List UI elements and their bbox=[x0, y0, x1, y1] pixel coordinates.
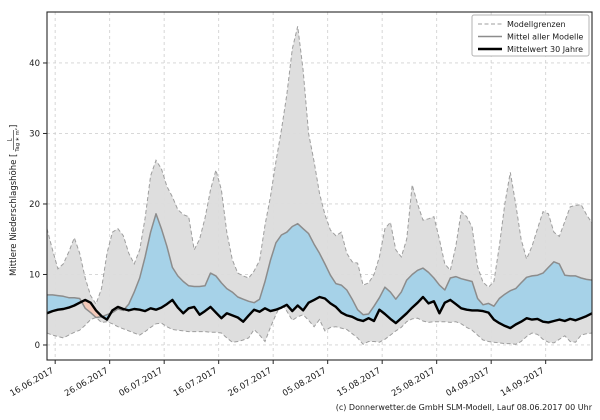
y-tick-label: 30 bbox=[29, 129, 40, 139]
y-axis-label: Mittlere Niederschlagshöhe [ L Tag ∗ m²] bbox=[7, 125, 22, 276]
x-tick-label: 26.07.2017 bbox=[227, 366, 274, 399]
legend: Modellgrenzen Mittel aller Modelle Mittelw… bbox=[471, 14, 590, 57]
wetter-than-normal-fill bbox=[47, 294, 82, 314]
legend-label: Mittelwert 30 Jahre bbox=[507, 45, 583, 54]
y-axis-label-text: Mittlere Niederschlagshöhe [ bbox=[9, 154, 19, 276]
y-tick-label: 20 bbox=[29, 200, 40, 210]
x-tick-label: 15.08.2017 bbox=[336, 366, 383, 399]
y-tick-label: 0 bbox=[35, 341, 40, 351]
y-axis-label-bracket: ] bbox=[9, 125, 19, 128]
model-range-band bbox=[46, 26, 593, 345]
x-tick-label: 06.07.2017 bbox=[118, 366, 165, 399]
legend-label: Mittel aller Modelle bbox=[507, 32, 583, 41]
y-tick-label: 40 bbox=[29, 59, 40, 69]
x-tick-label: 14.09.2017 bbox=[499, 366, 546, 399]
x-tick-label: 26.06.2017 bbox=[63, 366, 110, 399]
legend-box bbox=[471, 14, 590, 57]
plot-border bbox=[46, 11, 593, 361]
x-tick-label: 04.09.2017 bbox=[445, 366, 492, 399]
x-tick-label: 16.06.2017 bbox=[9, 366, 56, 399]
copyright-credit: (c) Donnerwetter.de GmbH SLM-Modell, Lau… bbox=[335, 403, 592, 412]
y-axis-unit-numerator: L bbox=[7, 138, 14, 142]
model-min-line bbox=[46, 302, 593, 345]
y-tick-label: 10 bbox=[29, 270, 40, 280]
model-range-fill bbox=[47, 26, 592, 345]
x-tick-label: 16.07.2017 bbox=[172, 366, 219, 399]
y-axis-unit-denominator: Tag ∗ m² bbox=[15, 128, 21, 153]
x-tick-label: 05.08.2017 bbox=[281, 366, 328, 399]
series-lines bbox=[46, 213, 593, 330]
climate-mean-line bbox=[46, 295, 593, 330]
model-mean-line bbox=[47, 213, 593, 319]
model-max-line bbox=[46, 26, 593, 306]
x-tick-label: 25.08.2017 bbox=[390, 366, 437, 399]
wetter-than-normal-fill bbox=[124, 213, 593, 329]
legend-label: Modellgrenzen bbox=[507, 20, 566, 29]
